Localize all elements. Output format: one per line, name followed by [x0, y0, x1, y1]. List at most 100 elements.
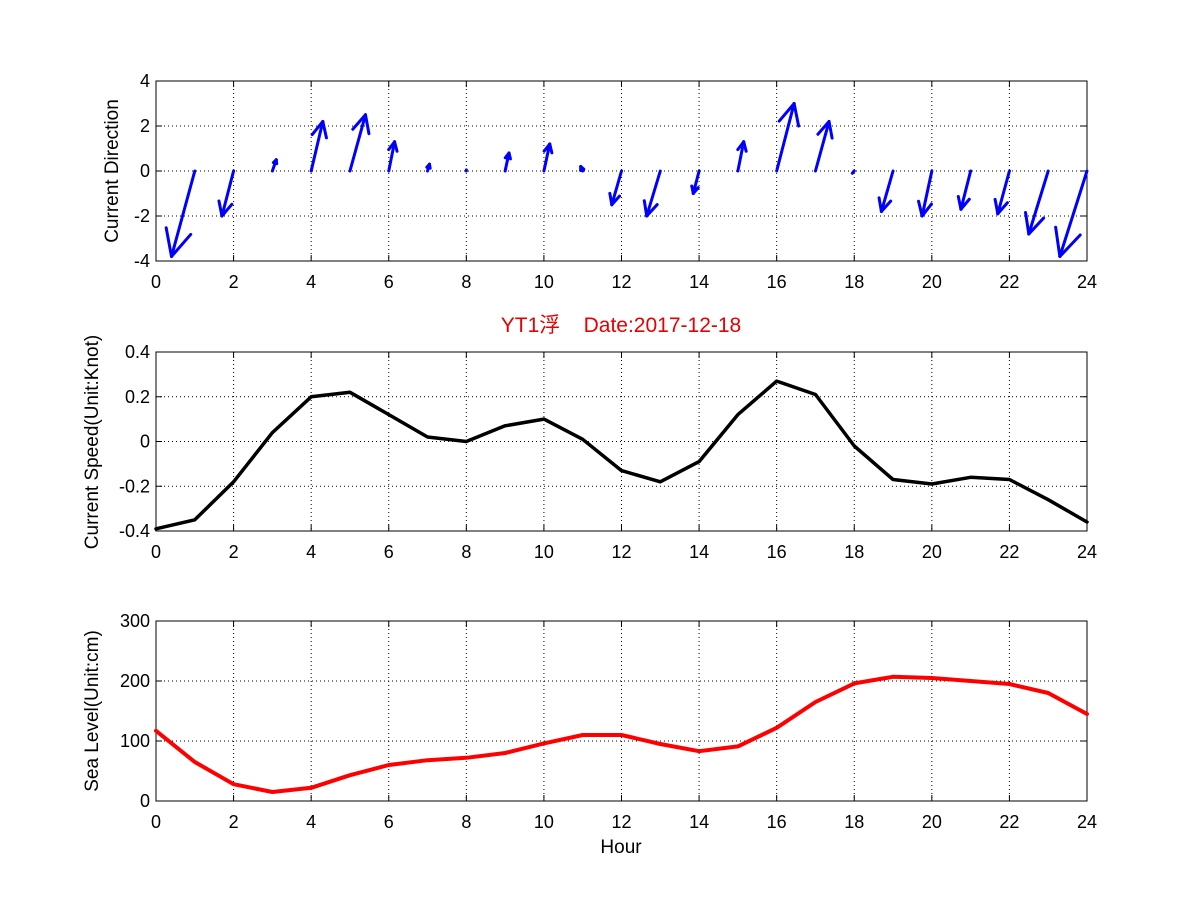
y-tick-label: 200 [120, 671, 150, 691]
current-arrow [387, 140, 399, 173]
current-arrow [164, 169, 197, 258]
arrow-head [170, 232, 193, 258]
x-tick-label: 6 [384, 542, 394, 562]
x-tick-label: 4 [306, 812, 316, 832]
arrow-head [645, 203, 659, 218]
arrow-shaft [996, 169, 1011, 216]
x-tick-label: 2 [229, 542, 239, 562]
y-tick-label: -0.4 [119, 521, 150, 541]
arrow-shaft [1027, 169, 1050, 236]
arrow-head [610, 194, 622, 207]
arrow-shaft [813, 120, 831, 173]
arrow-head [321, 120, 328, 140]
current-arrow [425, 162, 432, 173]
x-tick-label: 16 [767, 272, 787, 292]
current-arrow [642, 169, 662, 218]
arrow-shaft [542, 142, 552, 173]
current-arrow [542, 142, 554, 173]
arrow-shaft [220, 169, 236, 218]
arrow-head [387, 140, 397, 152]
arrow-head [777, 102, 796, 123]
arrow-shaft [610, 169, 623, 207]
arrow-shaft [850, 169, 856, 175]
arrow-head [996, 201, 1009, 216]
x-tick-label: 14 [689, 272, 709, 292]
arrow-head [879, 199, 893, 213]
arrow-head [310, 120, 325, 137]
current-speed-ylabel: Current Speed(Unit:Knot) [82, 335, 103, 549]
current-arrow [309, 120, 328, 173]
arrow-head [1024, 210, 1031, 236]
x-tick-label: 12 [611, 812, 631, 832]
series-line [154, 379, 1089, 531]
arrow-head [220, 202, 234, 218]
arrow-shaft [1058, 169, 1089, 258]
arrow-shaft [959, 169, 973, 211]
x-tick-label: 4 [306, 272, 316, 292]
x-tick-label: 10 [534, 272, 554, 292]
arrow-shaft [879, 169, 895, 213]
x-tick-label: 20 [922, 272, 942, 292]
y-tick-label: 100 [120, 731, 150, 751]
x-tick-label: 14 [689, 812, 709, 832]
arrow-head [642, 199, 649, 218]
speed-chart-title: YT1浮 Date:2017-12-18 [501, 314, 741, 337]
current-arrow [917, 169, 934, 218]
arrow-head [736, 140, 746, 152]
current-arrow [270, 158, 279, 173]
arrow-shaft [775, 102, 796, 173]
current-arrow [956, 169, 973, 211]
current-arrow [1054, 169, 1089, 258]
arrow-head [877, 196, 883, 213]
current-arrow [579, 165, 586, 173]
y-tick-label: 2 [140, 116, 150, 136]
x-tick-label: 22 [999, 542, 1019, 562]
arrow-shaft [736, 140, 746, 173]
current-arrow [736, 140, 748, 173]
arrow-shaft [170, 169, 197, 258]
y-tick-label: -4 [134, 251, 150, 271]
arrow-head [792, 102, 801, 128]
x-tick-label: 22 [999, 272, 1019, 292]
x-tick-label: 12 [611, 542, 631, 562]
arrow-shaft [645, 169, 662, 218]
x-tick-label: 22 [999, 812, 1019, 832]
series-line [154, 674, 1089, 794]
current-arrow [503, 151, 512, 173]
current-direction-ylabel: Current Direction [102, 99, 123, 243]
x-tick-label: 16 [767, 542, 787, 562]
current-arrow [993, 169, 1011, 216]
x-tick-label: 24 [1077, 542, 1097, 562]
x-tick-label: 8 [461, 272, 471, 292]
arrow-head [542, 142, 552, 153]
current-arrow [1024, 169, 1050, 236]
arrow-head [425, 162, 431, 169]
arrow-head [164, 226, 174, 258]
x-tick-label: 14 [689, 542, 709, 562]
current-arrow [877, 169, 895, 213]
y-tick-label: 0 [140, 432, 150, 452]
current-arrow [608, 169, 623, 207]
arrow-shaft [348, 113, 367, 173]
sea-level-ylabel: Sea Level(Unit:cm) [82, 630, 103, 792]
arrow-head [1058, 233, 1082, 258]
x-tick-label: 8 [461, 542, 471, 562]
arrow-head [271, 158, 278, 165]
y-tick-label: -0.2 [119, 476, 150, 496]
x-tick-label: 8 [461, 812, 471, 832]
arrow-head [217, 199, 224, 218]
y-tick-label: 0 [140, 791, 150, 811]
arrow-head [608, 191, 614, 207]
arrow-head [816, 120, 831, 136]
x-tick-label: 16 [767, 812, 787, 832]
y-tick-label: 0.2 [125, 387, 150, 407]
current-arrow [813, 120, 834, 173]
arrow-shaft [691, 169, 701, 195]
current-speed-subplot: 0 2 4 6 8 10 12 14 16 18 20 22 24-0.4-0.200.20.4 [119, 342, 1097, 562]
y-tick-label: -2 [134, 206, 150, 226]
arrow-head [993, 197, 1000, 216]
x-tick-label: 20 [922, 542, 942, 562]
current-arrow [348, 113, 371, 173]
